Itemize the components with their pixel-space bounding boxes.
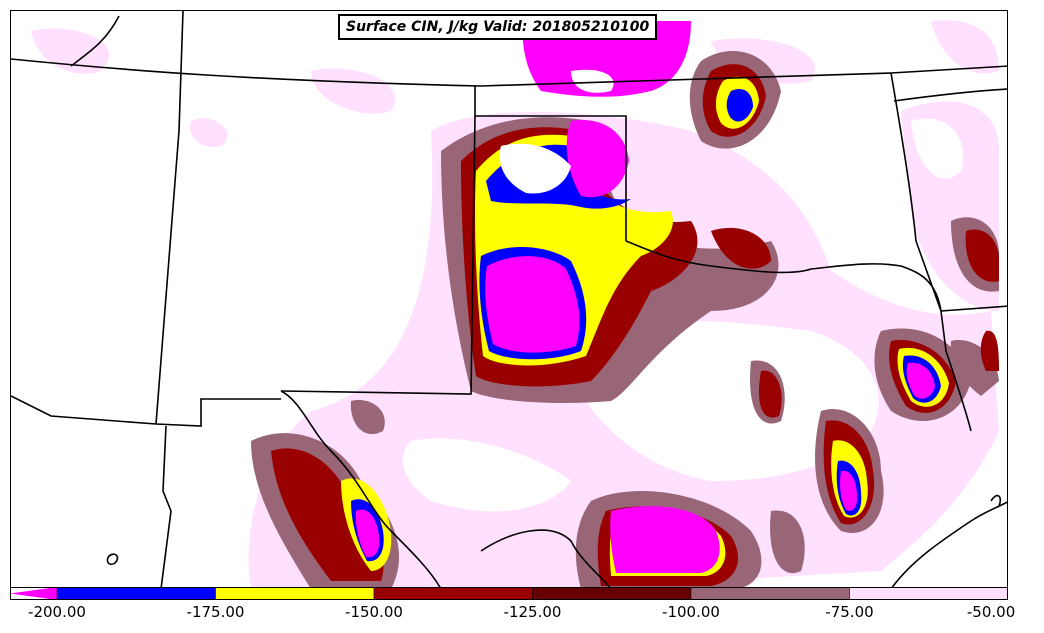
colorbar-tick-label: -175.00: [186, 603, 245, 621]
colorbar-tick-label: -150.00: [345, 603, 403, 621]
colorbar-tick-label: -125.00: [503, 603, 562, 621]
state-boundaries: [11, 11, 1007, 587]
colorbar-bin: [690, 587, 850, 600]
colorbar-bin: [849, 587, 1008, 600]
colorbar: [10, 587, 1008, 600]
cin-magenta-regions: [355, 21, 935, 573]
colorbar-bin: [532, 587, 692, 600]
colorbar-tick-label: -100.00: [662, 603, 720, 621]
colorbar-outline: [10, 587, 1008, 600]
colorbar-bin: [215, 587, 375, 600]
cin-weak-regions: [402, 118, 963, 512]
colorbar-tick-label: -75.00: [825, 603, 874, 621]
colorbar-extend-low: [10, 587, 57, 600]
cin-map: [11, 11, 1007, 587]
colorbar-tick-label: -50.00: [966, 603, 1016, 621]
colorbar-bins: [56, 587, 1008, 600]
colorbar-bin: [373, 587, 533, 600]
cin-white-holes: [499, 69, 614, 194]
map-title: Surface CIN, J/kg Valid: 201805210100: [338, 14, 658, 40]
map-title-text: Surface CIN, J/kg Valid: 201805210100: [346, 19, 650, 35]
colorbar-tick-label: -200.00: [28, 603, 86, 621]
colorbar-bin: [56, 587, 216, 600]
map-panel: [10, 10, 1008, 588]
